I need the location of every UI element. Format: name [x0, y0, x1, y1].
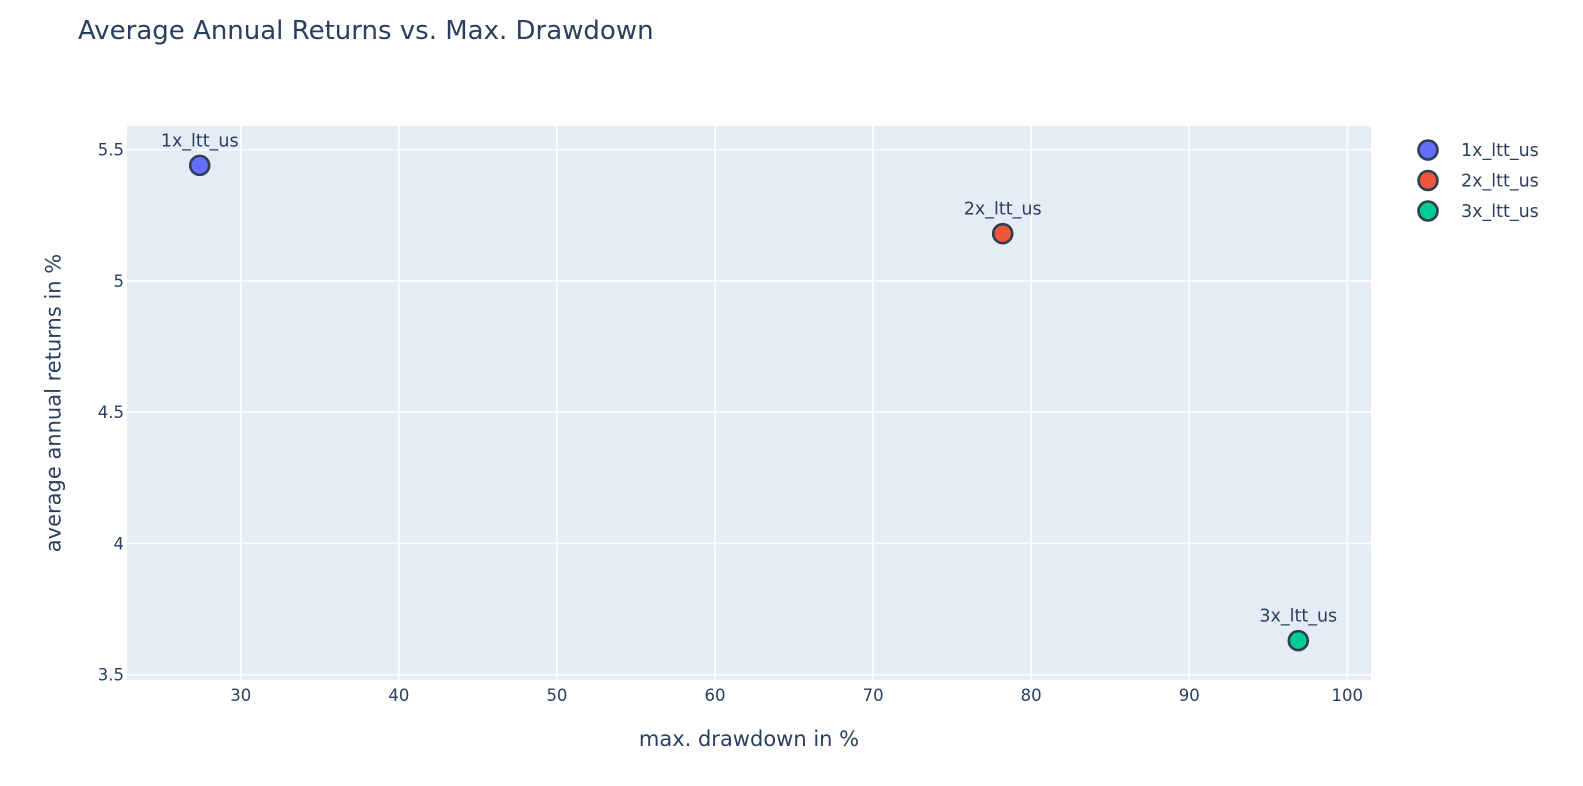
x-tick-label: 60	[705, 686, 726, 705]
chart-title: Average Annual Returns vs. Max. Drawdown	[78, 16, 654, 46]
x-axis-ticks: 30 40 50 60 70 80 90 100	[230, 686, 1363, 705]
plot-area	[127, 126, 1371, 680]
legend-item-2x_ltt_us[interactable]: 2x_ltt_us	[1417, 169, 1539, 192]
x-tick-label: 30	[230, 686, 251, 705]
data-label-2x_ltt_us: 2x_ltt_us	[964, 200, 1042, 220]
legend-item-3x_ltt_us[interactable]: 3x_ltt_us	[1417, 200, 1539, 223]
y-axis-ticks: 3.5 4 4.5 5 5.5	[98, 141, 124, 685]
data-label-3x_ltt_us: 3x_ltt_us	[1259, 607, 1337, 627]
legend-marker-1x_ltt_us	[1417, 139, 1439, 161]
legend-label-3x_ltt_us: 3x_ltt_us	[1461, 202, 1539, 222]
data-point-1x_ltt_us[interactable]	[188, 154, 211, 177]
data-point-3x_ltt_us[interactable]	[1287, 629, 1310, 652]
x-tick-label: 90	[1179, 686, 1200, 705]
legend-label-1x_ltt_us: 1x_ltt_us	[1461, 141, 1539, 161]
x-axis-title: max. drawdown in %	[639, 727, 859, 751]
x-tick-label: 40	[388, 686, 409, 705]
x-tick-label: 100	[1332, 686, 1364, 705]
legend[interactable]: 1x_ltt_us 2x_ltt_us 3x_ltt_us	[1417, 139, 1539, 223]
grid-lines	[127, 126, 1371, 680]
y-tick-label: 3.5	[98, 666, 124, 685]
legend-marker-2x_ltt_us	[1417, 169, 1439, 192]
x-tick-label: 80	[1021, 686, 1042, 705]
x-tick-label: 50	[546, 686, 567, 705]
legend-item-1x_ltt_us[interactable]: 1x_ltt_us	[1417, 139, 1539, 162]
y-tick-label: 4.5	[98, 403, 124, 422]
legend-label-2x_ltt_us: 2x_ltt_us	[1461, 172, 1539, 192]
y-tick-label: 4	[114, 534, 125, 553]
x-tick-label: 70	[863, 686, 884, 705]
data-points: 1x_ltt_us 2x_ltt_us 3x_ltt_us	[161, 131, 1337, 652]
y-axis-title: average annual returns in %	[41, 254, 65, 552]
data-label-1x_ltt_us: 1x_ltt_us	[161, 131, 239, 151]
y-tick-label: 5	[114, 272, 125, 291]
legend-marker-3x_ltt_us	[1417, 200, 1439, 222]
data-point-2x_ltt_us[interactable]	[991, 222, 1014, 245]
y-tick-label: 5.5	[98, 141, 124, 160]
